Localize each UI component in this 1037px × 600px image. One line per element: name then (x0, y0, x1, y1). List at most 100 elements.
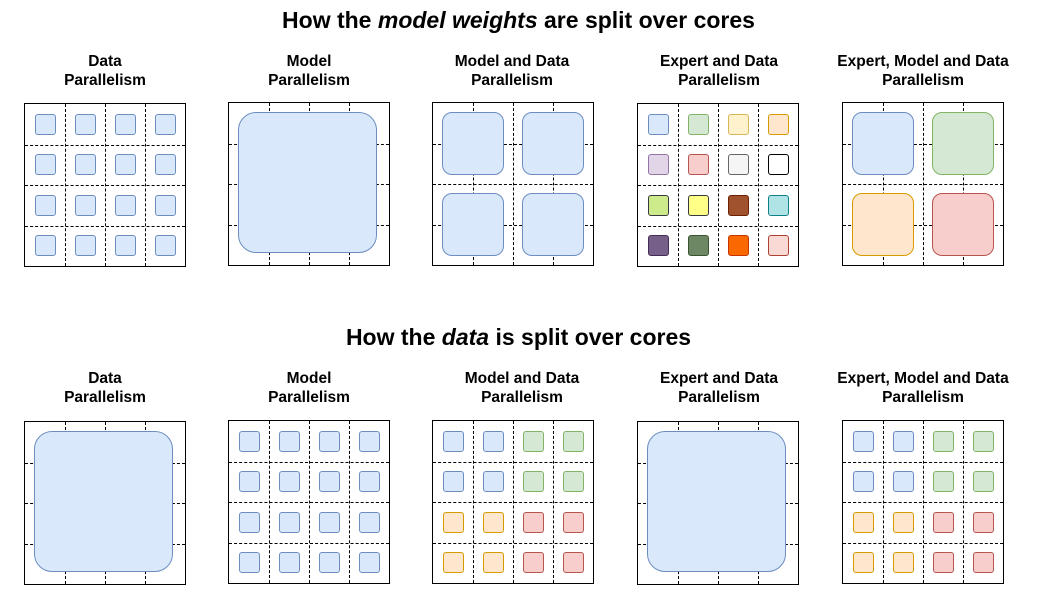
core-divider (843, 542, 1003, 544)
shard-block (647, 113, 669, 135)
shard-block (238, 112, 377, 253)
shard-block (892, 471, 914, 493)
shard-block (727, 154, 749, 176)
shard-block (114, 154, 136, 176)
shard-block (522, 471, 544, 493)
diagram-label: Model and Data Parallelism (454, 53, 570, 89)
shard-block (562, 471, 584, 493)
shard-block (892, 552, 914, 574)
shard-block (74, 194, 96, 216)
shard-block (34, 113, 56, 135)
shard-block (442, 112, 504, 175)
shard-block (34, 154, 56, 176)
shard-block (767, 113, 789, 135)
shard-block (932, 430, 954, 452)
shard-block (687, 154, 709, 176)
shard-block (238, 430, 260, 452)
shard-block (892, 511, 914, 533)
diagram-label: Expert and Data Parallelism (659, 370, 778, 406)
shard-block (358, 471, 380, 493)
core-divider (433, 224, 593, 226)
shard-block (852, 511, 874, 533)
diagram-label: Expert, Model and Data Parallelism (837, 370, 1009, 406)
shard-block (318, 471, 340, 493)
title-prefix: How the (282, 7, 378, 33)
shard-block (154, 194, 176, 216)
diagram-label: Data Parallelism (64, 53, 146, 89)
shard-block (767, 194, 789, 216)
core-divider (349, 421, 350, 583)
core-grid-model-and-data-parallelism-data (432, 420, 594, 584)
core-grid-expert-model-and-data-parallelism-data (842, 420, 1004, 584)
shard-block (114, 194, 136, 216)
core-grid-expert-and-data-parallelism-data (637, 421, 799, 585)
core-divider (843, 502, 1003, 503)
shard-block (482, 511, 504, 533)
shard-block (74, 113, 96, 135)
shard-block (154, 154, 176, 176)
shard-block (932, 112, 994, 175)
shard-block (687, 235, 709, 257)
shard-block (318, 552, 340, 574)
shard-block (34, 194, 56, 216)
shard-block (727, 194, 749, 216)
core-divider (843, 184, 1003, 185)
core-grid-data-parallelism-data (24, 421, 186, 585)
shard-block (972, 430, 994, 452)
section-title-weights: How the model weights are split over cor… (0, 6, 1037, 34)
section-title-data: How the data is split over cores (0, 323, 1037, 351)
shard-block (522, 552, 544, 574)
core-grid-model-and-data-parallelism-weights (432, 102, 594, 266)
core-divider (553, 421, 554, 583)
shard-block (154, 235, 176, 257)
shard-block (34, 431, 173, 572)
diagram-label: Model Parallelism (268, 370, 350, 406)
shard-block (34, 235, 56, 257)
shard-block (482, 552, 504, 574)
shard-block (358, 511, 380, 533)
shard-block (932, 511, 954, 533)
shard-block (727, 113, 749, 135)
shard-block (932, 471, 954, 493)
title-emphasis: model weights (377, 7, 538, 33)
shard-block (278, 511, 300, 533)
core-grid-model-parallelism-weights (228, 102, 390, 266)
shard-block (278, 552, 300, 574)
shard-block (522, 193, 584, 256)
diagram-label: Expert and Data Parallelism (659, 53, 778, 89)
shard-block (278, 471, 300, 493)
shard-block (852, 193, 914, 256)
diagram-label: Expert, Model and Data Parallelism (837, 53, 1009, 89)
shard-block (647, 431, 786, 572)
core-divider (553, 103, 554, 265)
shard-block (767, 235, 789, 257)
title-suffix: are split over cores (537, 7, 755, 33)
core-divider (25, 225, 185, 227)
shard-block (687, 194, 709, 216)
shard-block (562, 552, 584, 574)
shard-block (238, 511, 260, 533)
core-grid-expert-and-data-parallelism-weights (637, 103, 799, 267)
shard-block (278, 430, 300, 452)
core-grid-model-parallelism-data (228, 420, 390, 584)
shard-block (154, 113, 176, 135)
shard-block (932, 193, 994, 256)
shard-block (318, 511, 340, 533)
core-divider (433, 184, 593, 185)
shard-block (358, 552, 380, 574)
shard-block (442, 471, 464, 493)
core-divider (229, 542, 389, 544)
shard-block (522, 511, 544, 533)
shard-block (522, 112, 584, 175)
shard-block (358, 430, 380, 452)
core-divider (25, 185, 185, 186)
core-divider (433, 502, 593, 503)
shard-block (74, 154, 96, 176)
core-divider (145, 104, 146, 266)
title-prefix: How the (345, 324, 442, 350)
core-divider (638, 185, 798, 186)
shard-block (482, 430, 504, 452)
diagram-label: Model and Data Parallelism (464, 370, 580, 406)
core-grid-data-parallelism-weights (24, 103, 186, 267)
title-suffix: is split over cores (489, 324, 692, 350)
